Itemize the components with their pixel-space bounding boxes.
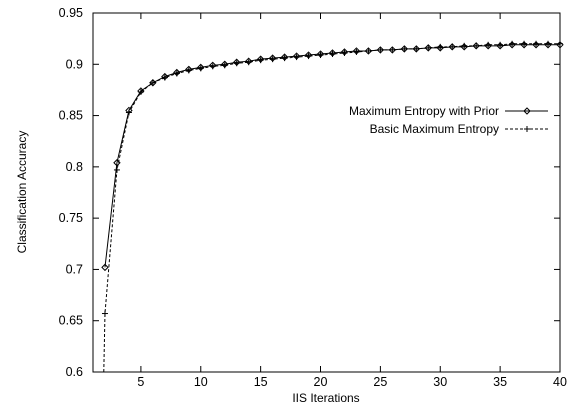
legend-label-prior: Maximum Entropy with Prior [349,104,499,118]
data-point-plus [425,44,432,51]
series-line [103,43,560,373]
axis-ticks: 5 10 15 20 25 30 35 40 0.6 0.65 0.7 0.75 0.8 0.85 0.9 0… [59,6,567,389]
x-tick-label: 30 [433,375,447,389]
data-point-plus [533,40,540,47]
data-point-plus [305,53,312,60]
series-line [104,44,560,268]
data-point-plus [473,42,480,49]
data-point-plus [125,109,132,116]
y-tick-label: 0.65 [59,314,83,328]
y-tick-label: 0.95 [59,6,83,20]
data-point-plus [365,47,372,54]
data-point-diamond [101,263,109,272]
y-tick-label: 0.8 [66,160,83,174]
plot-frame [92,12,561,373]
x-tick-label: 15 [254,375,268,389]
data-point-plus [197,65,204,72]
data-point-plus [353,48,360,55]
data-point-plus [377,46,384,53]
data-point-plus [413,45,420,52]
x-tick-label: 25 [373,375,387,389]
data-point-plus [329,51,336,58]
data-point-plus [485,41,492,48]
data-point-plus [497,41,504,48]
data-point-plus [185,67,192,74]
data-point-plus [401,45,408,52]
data-point-plus [449,43,456,50]
data-point-plus [173,70,180,77]
data-point-plus [257,57,264,64]
y-tick-label: 0.75 [59,211,83,225]
x-tick-label: 20 [314,375,328,389]
x-axis-label: IIS Iterations [292,391,359,404]
data-point-plus [437,43,444,50]
data-point-plus [461,42,468,49]
data-point-plus [281,55,288,62]
data-point-plus [521,40,528,47]
data-point-plus [269,56,276,63]
y-tick-label: 0.6 [66,365,83,379]
legend-marker-prior [523,107,531,115]
y-tick-label: 0.85 [59,109,83,123]
data-point-plus [245,59,252,66]
data-point-plus [161,74,168,81]
data-point-plus [509,40,516,47]
legend-marker-basic [524,126,530,132]
series-layer [101,40,564,373]
data-point-plus [317,52,324,59]
data-point-plus [113,166,120,173]
legend: Maximum Entropy with Prior Basic Maximum… [349,104,548,136]
data-point-plus [101,310,108,317]
data-point-plus [341,50,348,57]
x-tick-label: 10 [194,375,208,389]
data-point-plus [149,79,156,86]
data-point-plus [209,63,216,70]
data-point-plus [545,40,552,47]
data-point-plus [233,60,240,67]
data-point-plus [137,88,144,95]
y-tick-label: 0.9 [66,57,83,71]
data-point-plus [389,46,396,53]
series-basic-max-entropy [101,40,563,373]
series-max-entropy-prior [101,41,564,272]
x-tick-label: 35 [493,375,507,389]
legend-label-basic: Basic Maximum Entropy [370,122,499,136]
y-tick-label: 0.7 [66,262,83,276]
data-point-plus [293,54,300,61]
x-tick-label: 5 [137,375,144,389]
y-axis-label: Classification Accuracy [15,131,29,254]
x-tick-label: 40 [553,375,567,389]
data-point-plus [557,40,563,47]
data-point-plus [221,62,228,69]
